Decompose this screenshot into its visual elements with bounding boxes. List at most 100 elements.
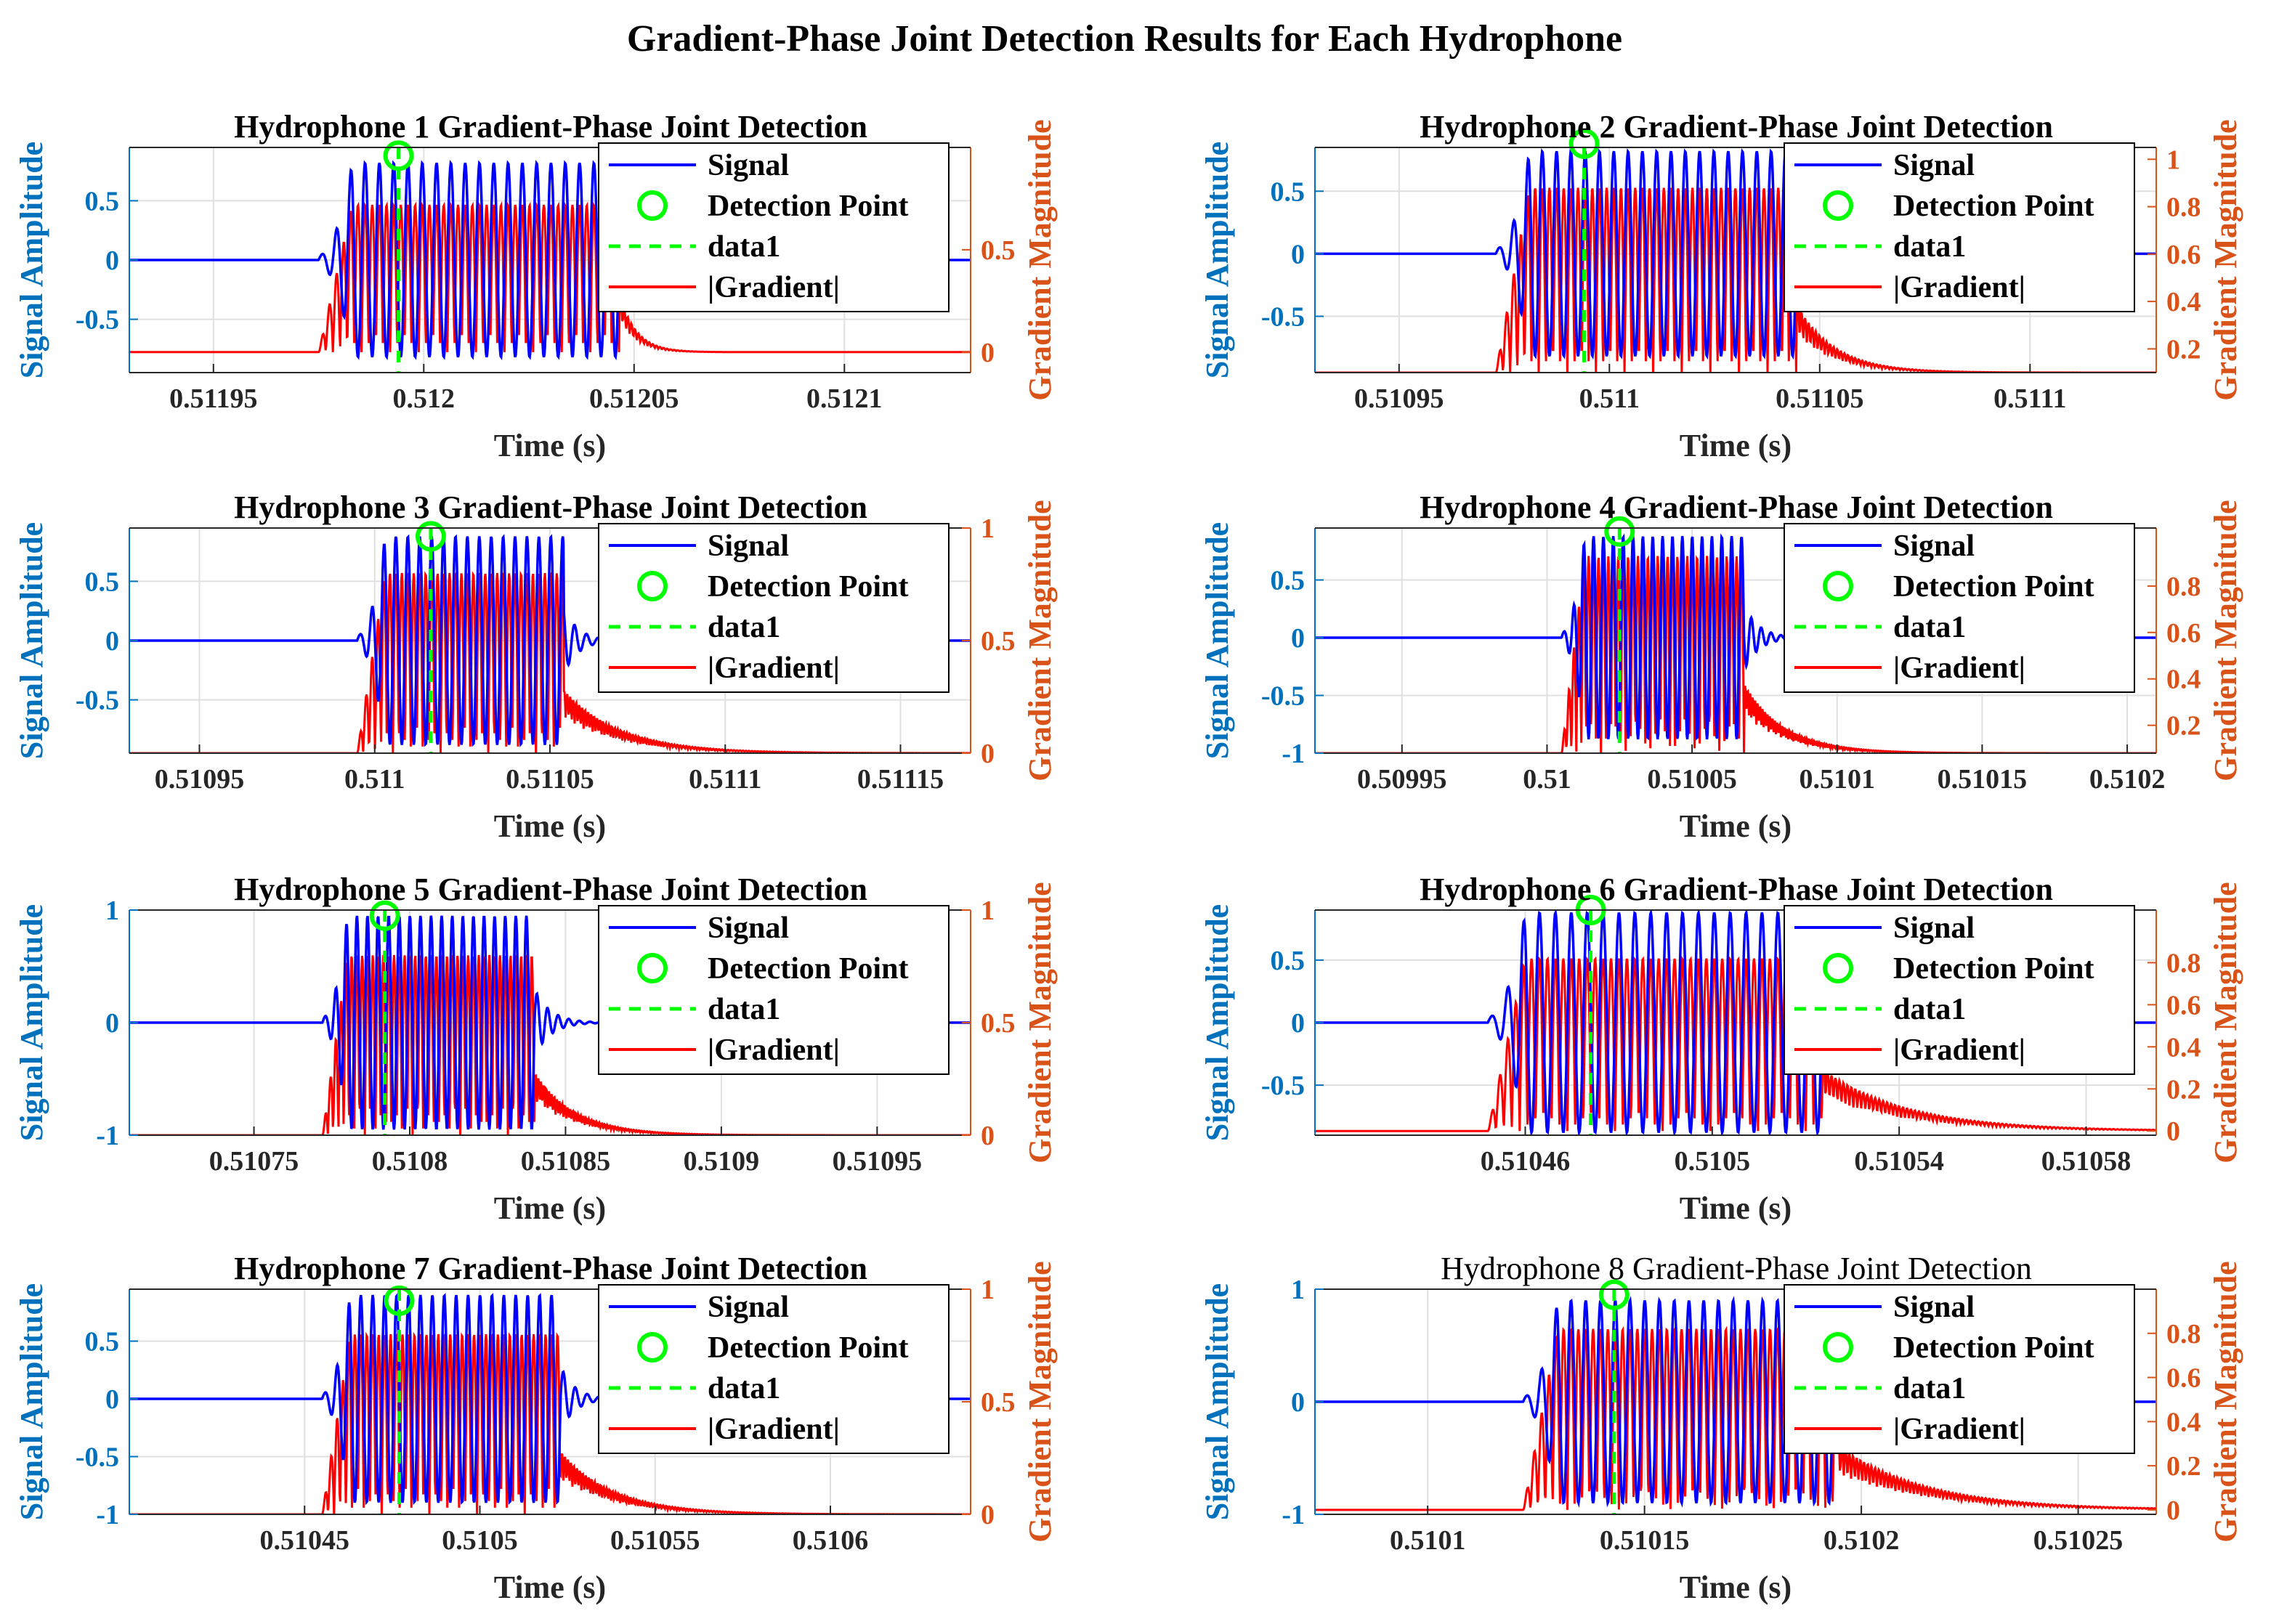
legend-box bbox=[598, 1284, 950, 1454]
legend-entry: Detection Point bbox=[1893, 570, 2094, 604]
y-right-tick-label: 0 bbox=[2166, 1116, 2180, 1147]
subplot-hydrophone-6: 0.51046 0.5105 0.51054 0.51058 -0.5 0 0.5 0 0.2 0… bbox=[1199, 872, 2243, 1226]
x-tick-label: 0.51045 bbox=[260, 1525, 350, 1556]
x-tick-label: 0.51205 bbox=[589, 383, 679, 414]
y-right-tick-label: 1 bbox=[2166, 145, 2180, 175]
y-left-tick-label: 0 bbox=[105, 1008, 119, 1039]
y-right-tick-label: 0.5 bbox=[981, 235, 1016, 266]
x-tick-label: 0.51005 bbox=[1647, 764, 1737, 795]
legend-detection-swatch bbox=[637, 1332, 668, 1363]
legend: Signal Detection Point data1 |Gradient| bbox=[1784, 905, 2135, 1075]
legend-entry: Signal bbox=[1893, 529, 1975, 563]
legend-entry: Detection Point bbox=[708, 952, 908, 986]
x-tick-label: 0.51 bbox=[1523, 764, 1571, 795]
y-right-tick-label: 0.8 bbox=[2166, 572, 2201, 602]
y-axis-label-right: Gradient Magnitude bbox=[2208, 1261, 2243, 1542]
legend: Signal Detection Point data1 |Gradient| bbox=[598, 905, 950, 1075]
legend-entry: data1 bbox=[1893, 611, 1966, 644]
legend-detection-swatch bbox=[1823, 190, 1853, 221]
y-left-tick-label: 0.5 bbox=[85, 186, 120, 216]
x-tick-label: 0.5111 bbox=[1993, 383, 2066, 414]
legend-detection-swatch bbox=[1823, 953, 1853, 983]
legend: Signal Detection Point data1 |Gradient| bbox=[598, 1284, 950, 1454]
y-right-tick-label: 0.5 bbox=[981, 626, 1016, 657]
subplot-title: Hydrophone 1 Gradient-Phase Joint Detect… bbox=[234, 109, 867, 145]
y-right-tick-label: 0.6 bbox=[2166, 990, 2201, 1020]
y-right-tick-label: 0.2 bbox=[2166, 334, 2201, 365]
legend-box bbox=[1784, 905, 2135, 1075]
legend-detection-swatch bbox=[637, 571, 668, 601]
x-tick-label: 0.51115 bbox=[857, 764, 944, 795]
y-left-tick-label: 0.5 bbox=[85, 1327, 120, 1357]
y-axis-label-left: Signal Amplitude bbox=[1199, 904, 1235, 1141]
y-axis-label-right: Gradient Magnitude bbox=[2208, 882, 2243, 1163]
legend-detection-swatch bbox=[637, 190, 668, 221]
y-axis-label-right: Gradient Magnitude bbox=[1022, 1261, 1058, 1542]
y-left-tick-label: 1 bbox=[1291, 1275, 1305, 1305]
y-axis-label-left: Signal Amplitude bbox=[14, 1283, 49, 1520]
y-left-tick-label: -0.5 bbox=[1261, 302, 1305, 333]
x-tick-label: 0.51095 bbox=[833, 1146, 923, 1177]
y-left-tick-label: -0.5 bbox=[76, 686, 119, 716]
legend: Signal Detection Point data1 |Gradient| bbox=[598, 142, 950, 312]
figure-title: Gradient-Phase Joint Detection Results f… bbox=[627, 18, 1622, 60]
subplot-hydrophone-1: 0.51195 0.512 0.51205 0.5121 -0.5 0 0.5 0 0.5 Hyd… bbox=[14, 109, 1058, 463]
subplot-hydrophone-2: 0.51095 0.511 0.51105 0.5111 -0.5 0 0.5 0.2 0.4 0… bbox=[1199, 109, 2243, 463]
legend-box bbox=[598, 523, 950, 693]
detection-point-marker bbox=[1598, 1279, 1630, 1310]
y-left-tick-label: 0.5 bbox=[85, 567, 120, 597]
legend-entry: |Gradient| bbox=[1893, 1413, 2025, 1446]
subplot-title: Hydrophone 6 Gradient-Phase Joint Detect… bbox=[1420, 872, 2053, 907]
legend: Signal Detection Point data1 |Gradient| bbox=[1784, 142, 2135, 312]
y-left-tick-label: 0 bbox=[105, 1384, 119, 1415]
legend-detection-swatch bbox=[1823, 571, 1853, 601]
subplot-title: Hydrophone 3 Gradient-Phase Joint Detect… bbox=[234, 490, 867, 525]
y-right-tick-label: 0.6 bbox=[2166, 1363, 2201, 1394]
y-left-tick-label: -1 bbox=[1282, 739, 1305, 769]
legend-entry: |Gradient| bbox=[708, 1034, 840, 1067]
x-tick-label: 0.5105 bbox=[1675, 1146, 1751, 1177]
legend-entry: Detection Point bbox=[1893, 190, 2094, 223]
x-tick-label: 0.51015 bbox=[1600, 1525, 1690, 1556]
legend-entry: data1 bbox=[708, 1372, 780, 1405]
x-tick-label: 0.512 bbox=[393, 383, 456, 414]
y-left-tick-label: -1 bbox=[1282, 1500, 1305, 1530]
y-right-tick-label: 0.5 bbox=[981, 1008, 1016, 1039]
legend-entry: |Gradient| bbox=[1893, 651, 2025, 685]
subplot-title: Hydrophone 8 Gradient-Phase Joint Detect… bbox=[1441, 1251, 2032, 1286]
legend-box bbox=[598, 905, 950, 1075]
y-axis-label-right: Gradient Magnitude bbox=[1022, 882, 1058, 1163]
gradient-line bbox=[129, 954, 971, 1135]
y-axis-label-left: Signal Amplitude bbox=[1199, 522, 1235, 759]
subplot-hydrophone-5: 0.5108 0.51085 0.5109 0.51095 0.51075 -1 0 1 0 0.… bbox=[14, 872, 1058, 1226]
legend-entry: Signal bbox=[708, 1291, 789, 1324]
detection-point-marker bbox=[1604, 516, 1635, 547]
subplot-grid: 0.51195 0.512 0.51205 0.5121 -0.5 0 0.5 0 0.5 Hyd… bbox=[14, 109, 2243, 1605]
x-axis-label: Time (s) bbox=[494, 428, 606, 463]
x-axis-label: Time (s) bbox=[1680, 428, 1792, 463]
x-tick-label: 0.5102 bbox=[2089, 764, 2166, 795]
x-tick-label: 0.511 bbox=[344, 764, 405, 795]
gradient-line bbox=[1315, 1325, 2156, 1511]
x-tick-label: 0.51105 bbox=[1776, 383, 1863, 414]
x-tick-label: 0.511 bbox=[1579, 383, 1640, 414]
subplot-hydrophone-4: 0.50995 0.51 0.51005 0.5101 0.51015 0.5102 -1 -… bbox=[1199, 490, 2243, 844]
x-tick-label: 0.51015 bbox=[1938, 764, 2028, 795]
subplot-title: Hydrophone 4 Gradient-Phase Joint Detect… bbox=[1420, 490, 2053, 525]
legend-entry: Signal bbox=[708, 529, 789, 563]
detection-point-marker bbox=[415, 521, 446, 552]
x-tick-label: 0.50995 bbox=[1357, 764, 1447, 795]
x-tick-label: 0.5111 bbox=[689, 764, 761, 795]
legend-entry: Detection Point bbox=[708, 1331, 908, 1365]
x-tick-label: 0.5109 bbox=[684, 1146, 760, 1177]
legend-entry: data1 bbox=[708, 230, 780, 264]
x-axis-label: Time (s) bbox=[494, 1190, 606, 1226]
y-right-tick-label: 0.6 bbox=[2166, 618, 2201, 649]
y-right-tick-label: 0 bbox=[981, 338, 995, 368]
y-axis-label-left: Signal Amplitude bbox=[14, 522, 49, 759]
y-left-tick-label: 0.5 bbox=[1271, 946, 1305, 976]
y-right-tick-label: 0.8 bbox=[2166, 1319, 2201, 1349]
legend-detection-swatch bbox=[637, 953, 668, 983]
y-right-tick-label: 0.8 bbox=[2166, 192, 2201, 223]
